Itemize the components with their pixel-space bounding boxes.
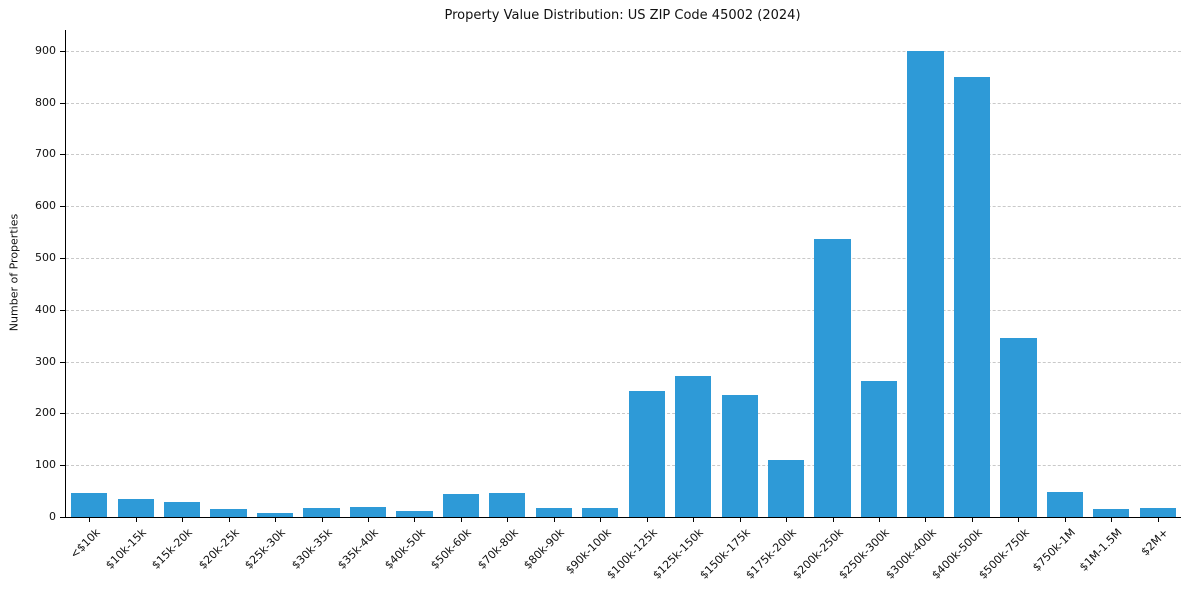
bar bbox=[628, 390, 665, 517]
x-tick-mark bbox=[646, 517, 648, 522]
x-tick-mark bbox=[553, 517, 555, 522]
bar bbox=[164, 501, 201, 517]
x-tick-mark bbox=[275, 517, 277, 522]
x-tick-label: <$10k bbox=[67, 526, 103, 562]
x-tick-label: $50k-60k bbox=[428, 526, 475, 572]
chart-title: Property Value Distribution: US ZIP Code… bbox=[444, 8, 801, 23]
bar bbox=[675, 375, 712, 517]
bar bbox=[1139, 508, 1176, 517]
bar bbox=[767, 459, 805, 517]
x-tick-label: $80k-90k bbox=[521, 526, 568, 572]
y-tick-mark bbox=[60, 50, 66, 52]
x-tick-label: $20k-25k bbox=[196, 526, 242, 572]
y-tick-label: 700 bbox=[35, 147, 56, 161]
bar bbox=[489, 493, 526, 517]
x-tick-mark bbox=[182, 517, 184, 522]
y-axis-label: Number of Properties bbox=[7, 213, 21, 332]
x-tick-mark bbox=[925, 517, 927, 522]
y-tick-mark bbox=[60, 413, 66, 415]
x-tick-mark bbox=[693, 517, 695, 522]
x-tick-label: $750k-1M bbox=[1030, 526, 1079, 574]
y-tick-mark bbox=[60, 517, 66, 518]
gridline bbox=[66, 413, 1181, 415]
bar bbox=[256, 512, 294, 517]
x-tick-mark bbox=[321, 517, 323, 522]
bar bbox=[907, 50, 944, 517]
bar bbox=[349, 507, 387, 517]
bar bbox=[860, 381, 898, 517]
y-tick-mark bbox=[60, 102, 66, 104]
bar bbox=[582, 508, 619, 517]
gridline bbox=[66, 206, 1181, 208]
x-tick-label: $2M+ bbox=[1138, 526, 1171, 559]
x-tick-mark bbox=[879, 517, 881, 522]
y-tick-mark bbox=[60, 154, 66, 156]
x-tick-mark bbox=[600, 517, 602, 522]
x-tick-label: $1M-1.5M bbox=[1076, 526, 1125, 574]
x-tick-mark bbox=[507, 517, 509, 522]
x-tick-mark bbox=[228, 517, 230, 522]
gridline bbox=[66, 50, 1181, 52]
x-tick-label: $10k-15k bbox=[103, 526, 149, 572]
y-tick-label: 300 bbox=[35, 354, 56, 368]
x-tick-mark bbox=[1157, 517, 1159, 522]
bar bbox=[814, 238, 851, 517]
x-tick-mark bbox=[1111, 517, 1113, 522]
bar bbox=[71, 493, 108, 517]
x-tick-mark bbox=[414, 517, 416, 522]
x-tick-mark bbox=[1018, 517, 1020, 522]
x-tick-label: $25k-30k bbox=[242, 526, 289, 572]
bar bbox=[442, 494, 479, 517]
bar bbox=[117, 498, 154, 517]
x-tick-mark bbox=[89, 517, 91, 522]
x-tick-label: $40k-50k bbox=[381, 526, 428, 572]
x-tick-mark bbox=[739, 517, 741, 522]
y-tick-label: 200 bbox=[35, 406, 56, 420]
bar bbox=[1093, 509, 1130, 517]
gridline bbox=[66, 257, 1181, 259]
y-tick-mark bbox=[60, 206, 66, 208]
y-tick-label: 100 bbox=[35, 458, 56, 472]
gridline bbox=[66, 102, 1181, 104]
y-tick-label: 600 bbox=[35, 199, 56, 213]
x-tick-mark bbox=[1064, 517, 1066, 522]
y-tick-mark bbox=[60, 361, 66, 363]
bar bbox=[721, 394, 758, 517]
y-tick-label: 0 bbox=[49, 510, 56, 523]
x-tick-mark bbox=[460, 517, 462, 522]
x-tick-label: $35k-40k bbox=[335, 526, 382, 572]
x-tick-label: $70k-80k bbox=[474, 526, 521, 572]
bar bbox=[396, 511, 433, 517]
gridline bbox=[66, 309, 1181, 311]
x-tick-label: $15k-20k bbox=[149, 526, 196, 572]
y-tick-mark bbox=[60, 465, 66, 467]
y-tick-label: 500 bbox=[35, 250, 56, 264]
x-tick-mark bbox=[832, 517, 834, 522]
gridline bbox=[66, 465, 1181, 467]
bar bbox=[210, 509, 247, 517]
x-tick-label: $30k-35k bbox=[288, 526, 335, 572]
y-tick-label: 800 bbox=[35, 95, 56, 109]
plot-area: 0 100 200 300 400 500 600 700 800 900 <$10k $10k-15… bbox=[35, 30, 1181, 582]
bar bbox=[1000, 338, 1037, 517]
x-tick-mark bbox=[786, 517, 788, 522]
x-tick-mark bbox=[135, 517, 137, 522]
bar bbox=[535, 508, 572, 517]
gridline bbox=[66, 154, 1181, 156]
y-tick-label: 400 bbox=[35, 302, 56, 316]
y-tick-mark bbox=[60, 257, 66, 259]
bar bbox=[303, 508, 340, 517]
bar bbox=[953, 76, 991, 517]
bar bbox=[1046, 492, 1083, 517]
x-tick-mark bbox=[367, 517, 369, 522]
gridline bbox=[66, 361, 1181, 363]
y-tick-mark bbox=[60, 309, 66, 311]
y-tick-label: 900 bbox=[35, 43, 56, 57]
x-tick-mark bbox=[971, 517, 973, 522]
